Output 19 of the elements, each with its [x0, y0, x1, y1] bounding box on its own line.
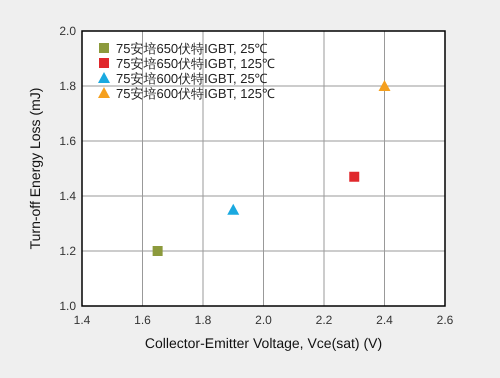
- y-tick-label: 2.0: [59, 24, 76, 38]
- y-axis-title: Turn-off Energy Loss (mJ): [27, 88, 43, 250]
- x-tick-label: 2.6: [436, 313, 454, 327]
- legend-label: 75安培650伏特IGBT, 25℃: [116, 41, 268, 56]
- y-tick-label: 1.6: [59, 134, 76, 148]
- x-tick-label: 2.2: [316, 313, 333, 327]
- x-tick-label: 1.4: [74, 313, 91, 327]
- y-tick-label: 1.2: [59, 244, 76, 258]
- x-tick-label: 2.0: [255, 313, 272, 327]
- legend-label: 75安培600伏特IGBT, 125℃: [116, 86, 275, 101]
- y-tick-label: 1.4: [59, 189, 76, 203]
- legend-label: 75安培650伏特IGBT, 125℃: [116, 56, 275, 71]
- y-tick-label: 1.0: [59, 299, 76, 313]
- y-tick-label: 1.8: [59, 79, 76, 93]
- x-axis-title: Collector-Emitter Voltage, Vce(sat) (V): [144, 335, 382, 351]
- x-tick-label: 2.4: [376, 313, 394, 327]
- legend-label: 75安培600伏特IGBT, 25℃: [116, 71, 268, 86]
- x-tick-label: 1.8: [194, 313, 212, 327]
- x-tick-label: 1.6: [134, 313, 152, 327]
